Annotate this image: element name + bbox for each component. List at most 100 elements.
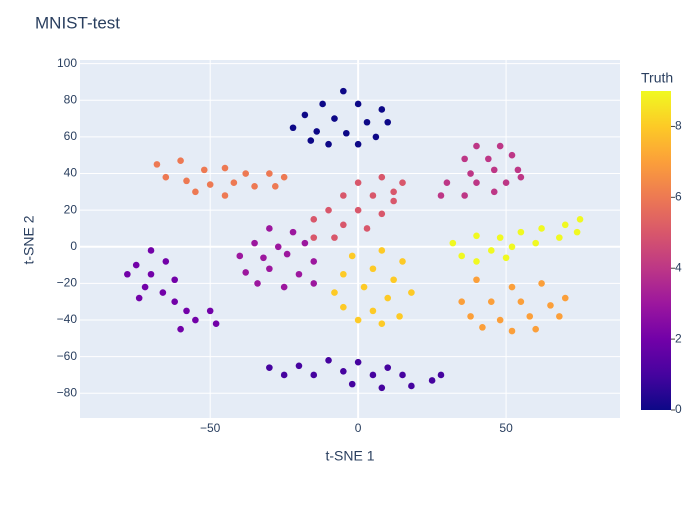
point	[147, 247, 155, 254]
point	[271, 183, 279, 190]
point	[340, 368, 347, 375]
point	[310, 234, 318, 241]
point	[331, 115, 338, 122]
point	[354, 206, 362, 214]
point	[242, 269, 249, 276]
point	[473, 179, 480, 186]
point	[369, 371, 377, 379]
point	[280, 371, 288, 379]
point	[378, 247, 386, 254]
colorbar-tick-label: 6	[675, 190, 682, 204]
point	[378, 320, 386, 327]
point	[390, 276, 397, 284]
point	[340, 87, 347, 95]
point	[274, 243, 282, 251]
point	[449, 239, 457, 247]
colorbar-title: Truth	[641, 70, 673, 86]
point	[325, 140, 332, 148]
point	[378, 106, 386, 113]
point	[159, 289, 167, 296]
point	[206, 307, 214, 315]
point	[171, 276, 178, 284]
point	[473, 276, 480, 284]
point	[473, 232, 480, 240]
point	[289, 228, 297, 236]
point	[396, 313, 403, 320]
point	[490, 166, 498, 174]
point	[508, 327, 516, 335]
point	[354, 358, 362, 366]
y-tick-label: 80	[64, 92, 78, 106]
y-tick-label: −40	[57, 312, 78, 326]
point	[251, 183, 258, 190]
point	[517, 228, 525, 236]
point	[561, 221, 569, 229]
point	[177, 325, 184, 333]
point	[576, 216, 584, 223]
point	[343, 129, 350, 137]
point	[467, 313, 474, 320]
point	[340, 303, 347, 311]
point	[502, 179, 510, 186]
point	[369, 307, 377, 315]
point	[283, 250, 291, 258]
point	[340, 192, 347, 199]
point	[461, 192, 468, 199]
point	[183, 177, 190, 185]
point	[206, 181, 214, 188]
point	[378, 384, 386, 392]
point	[490, 188, 498, 196]
y-tick-label: 20	[64, 202, 78, 216]
chart-title: MNIST-test	[35, 13, 120, 32]
point	[260, 254, 267, 262]
point	[390, 188, 397, 196]
point	[487, 298, 495, 306]
point	[348, 380, 356, 388]
point	[221, 192, 229, 199]
point	[153, 161, 161, 168]
point	[496, 316, 504, 324]
point	[147, 270, 155, 278]
point	[502, 254, 510, 262]
x-tick-label: −50	[200, 421, 221, 435]
point	[124, 270, 131, 278]
y-tick-label: 40	[64, 166, 78, 180]
point	[295, 270, 303, 278]
point	[280, 173, 288, 181]
point	[517, 173, 525, 181]
colorbar-tick-label: 2	[675, 331, 682, 345]
point	[135, 294, 143, 302]
point	[266, 170, 273, 177]
point	[443, 179, 451, 186]
point	[372, 133, 380, 141]
point	[458, 252, 465, 260]
point	[177, 157, 184, 165]
colorbar-tick-label: 8	[675, 119, 682, 133]
point	[363, 225, 371, 232]
point	[508, 151, 516, 159]
point	[313, 128, 321, 135]
point	[538, 225, 545, 232]
point	[325, 206, 332, 214]
point	[408, 289, 415, 296]
point	[363, 118, 371, 126]
point	[236, 252, 244, 260]
point	[390, 197, 397, 205]
point	[221, 164, 229, 172]
point	[514, 166, 522, 174]
y-tick-label: −60	[57, 349, 78, 363]
point	[289, 124, 297, 132]
colorbar-tick-label: 0	[675, 402, 682, 416]
point	[573, 228, 581, 236]
point	[310, 258, 318, 265]
point	[354, 179, 362, 186]
point	[384, 364, 392, 371]
point	[230, 179, 238, 186]
point	[378, 173, 386, 181]
point	[307, 137, 315, 144]
point	[171, 298, 178, 306]
point	[183, 307, 190, 315]
y-axis-label: t-SNE 2	[21, 215, 37, 264]
point	[354, 100, 362, 108]
point	[254, 280, 261, 287]
